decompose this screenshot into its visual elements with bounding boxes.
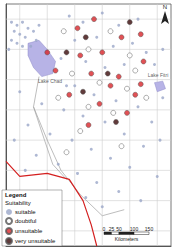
- svg-text:unsuitable: unsuitable: [15, 228, 43, 234]
- svg-text:50: 50: [116, 226, 122, 232]
- svg-text:0: 0: [103, 226, 106, 232]
- svg-text:Lake Chad: Lake Chad: [38, 78, 62, 84]
- svg-text:Lake Fitri: Lake Fitri: [148, 72, 169, 78]
- svg-text:100: 100: [130, 226, 139, 232]
- svg-text:doubtful: doubtful: [15, 218, 36, 224]
- svg-text:suitable: suitable: [15, 209, 36, 215]
- svg-text:Suitability: Suitability: [5, 200, 31, 206]
- svg-text:very unsuitable: very unsuitable: [15, 238, 56, 244]
- svg-text:Legend: Legend: [5, 192, 27, 198]
- svg-text:N: N: [163, 4, 167, 10]
- svg-text:150: 150: [145, 226, 154, 232]
- svg-text:25: 25: [109, 226, 115, 232]
- svg-text:Kilometers: Kilometers: [115, 236, 139, 242]
